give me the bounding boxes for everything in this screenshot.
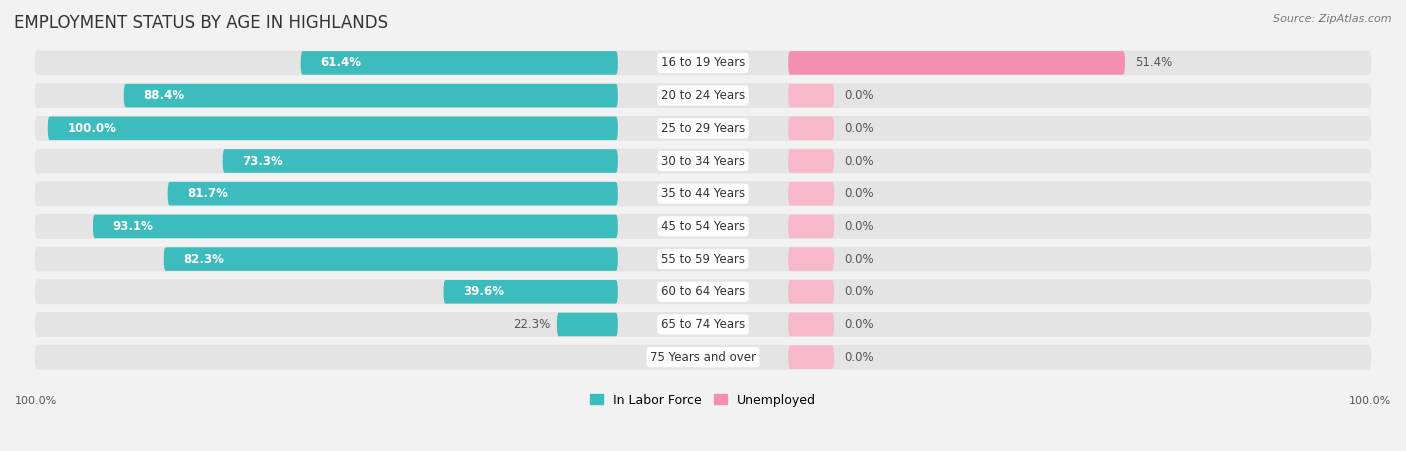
FancyBboxPatch shape (443, 280, 617, 304)
Text: 82.3%: 82.3% (183, 253, 225, 266)
FancyBboxPatch shape (557, 313, 617, 336)
Text: 0.0%: 0.0% (844, 351, 873, 364)
FancyBboxPatch shape (35, 279, 1371, 304)
Text: EMPLOYMENT STATUS BY AGE IN HIGHLANDS: EMPLOYMENT STATUS BY AGE IN HIGHLANDS (14, 14, 388, 32)
Text: 88.4%: 88.4% (143, 89, 184, 102)
Text: 73.3%: 73.3% (242, 155, 283, 167)
FancyBboxPatch shape (789, 247, 834, 271)
Text: 93.1%: 93.1% (112, 220, 153, 233)
FancyBboxPatch shape (35, 51, 1371, 75)
FancyBboxPatch shape (48, 116, 617, 140)
FancyBboxPatch shape (35, 312, 1371, 337)
Text: 51.4%: 51.4% (1135, 56, 1173, 69)
FancyBboxPatch shape (789, 149, 834, 173)
FancyBboxPatch shape (789, 116, 834, 140)
FancyBboxPatch shape (789, 313, 834, 336)
FancyBboxPatch shape (93, 215, 617, 238)
Text: 25 to 29 Years: 25 to 29 Years (661, 122, 745, 135)
Text: 0.0%: 0.0% (844, 122, 873, 135)
FancyBboxPatch shape (789, 280, 834, 304)
FancyBboxPatch shape (789, 84, 834, 107)
FancyBboxPatch shape (35, 345, 1371, 369)
Text: 0.0%: 0.0% (844, 220, 873, 233)
Text: 81.7%: 81.7% (187, 187, 228, 200)
Text: 65 to 74 Years: 65 to 74 Years (661, 318, 745, 331)
FancyBboxPatch shape (789, 215, 834, 238)
FancyBboxPatch shape (35, 148, 1371, 174)
FancyBboxPatch shape (35, 214, 1371, 239)
Text: 75 Years and over: 75 Years and over (650, 351, 756, 364)
Text: 61.4%: 61.4% (321, 56, 361, 69)
FancyBboxPatch shape (789, 182, 834, 206)
Text: Source: ZipAtlas.com: Source: ZipAtlas.com (1274, 14, 1392, 23)
Text: 39.6%: 39.6% (463, 285, 505, 298)
Text: 100.0%: 100.0% (67, 122, 117, 135)
FancyBboxPatch shape (163, 247, 617, 271)
Text: 0.0%: 0.0% (844, 187, 873, 200)
FancyBboxPatch shape (301, 51, 617, 75)
Text: 30 to 34 Years: 30 to 34 Years (661, 155, 745, 167)
FancyBboxPatch shape (789, 51, 1125, 75)
Text: 0.0%: 0.0% (844, 89, 873, 102)
Text: 55 to 59 Years: 55 to 59 Years (661, 253, 745, 266)
Text: 20 to 24 Years: 20 to 24 Years (661, 89, 745, 102)
Legend: In Labor Force, Unemployed: In Labor Force, Unemployed (591, 394, 815, 406)
Text: 0.0%: 0.0% (844, 318, 873, 331)
FancyBboxPatch shape (35, 83, 1371, 108)
FancyBboxPatch shape (167, 182, 617, 206)
Text: 35 to 44 Years: 35 to 44 Years (661, 187, 745, 200)
FancyBboxPatch shape (35, 181, 1371, 206)
Text: 100.0%: 100.0% (15, 396, 58, 406)
Text: 0.0%: 0.0% (844, 285, 873, 298)
Text: 16 to 19 Years: 16 to 19 Years (661, 56, 745, 69)
FancyBboxPatch shape (35, 116, 1371, 141)
Text: 45 to 54 Years: 45 to 54 Years (661, 220, 745, 233)
Text: 2.1%: 2.1% (652, 351, 683, 364)
Text: 0.0%: 0.0% (844, 155, 873, 167)
Text: 22.3%: 22.3% (513, 318, 550, 331)
FancyBboxPatch shape (35, 247, 1371, 272)
FancyBboxPatch shape (124, 84, 617, 107)
Text: 60 to 64 Years: 60 to 64 Years (661, 285, 745, 298)
FancyBboxPatch shape (789, 345, 834, 369)
Text: 0.0%: 0.0% (844, 253, 873, 266)
FancyBboxPatch shape (222, 149, 617, 173)
Text: 100.0%: 100.0% (1348, 396, 1391, 406)
